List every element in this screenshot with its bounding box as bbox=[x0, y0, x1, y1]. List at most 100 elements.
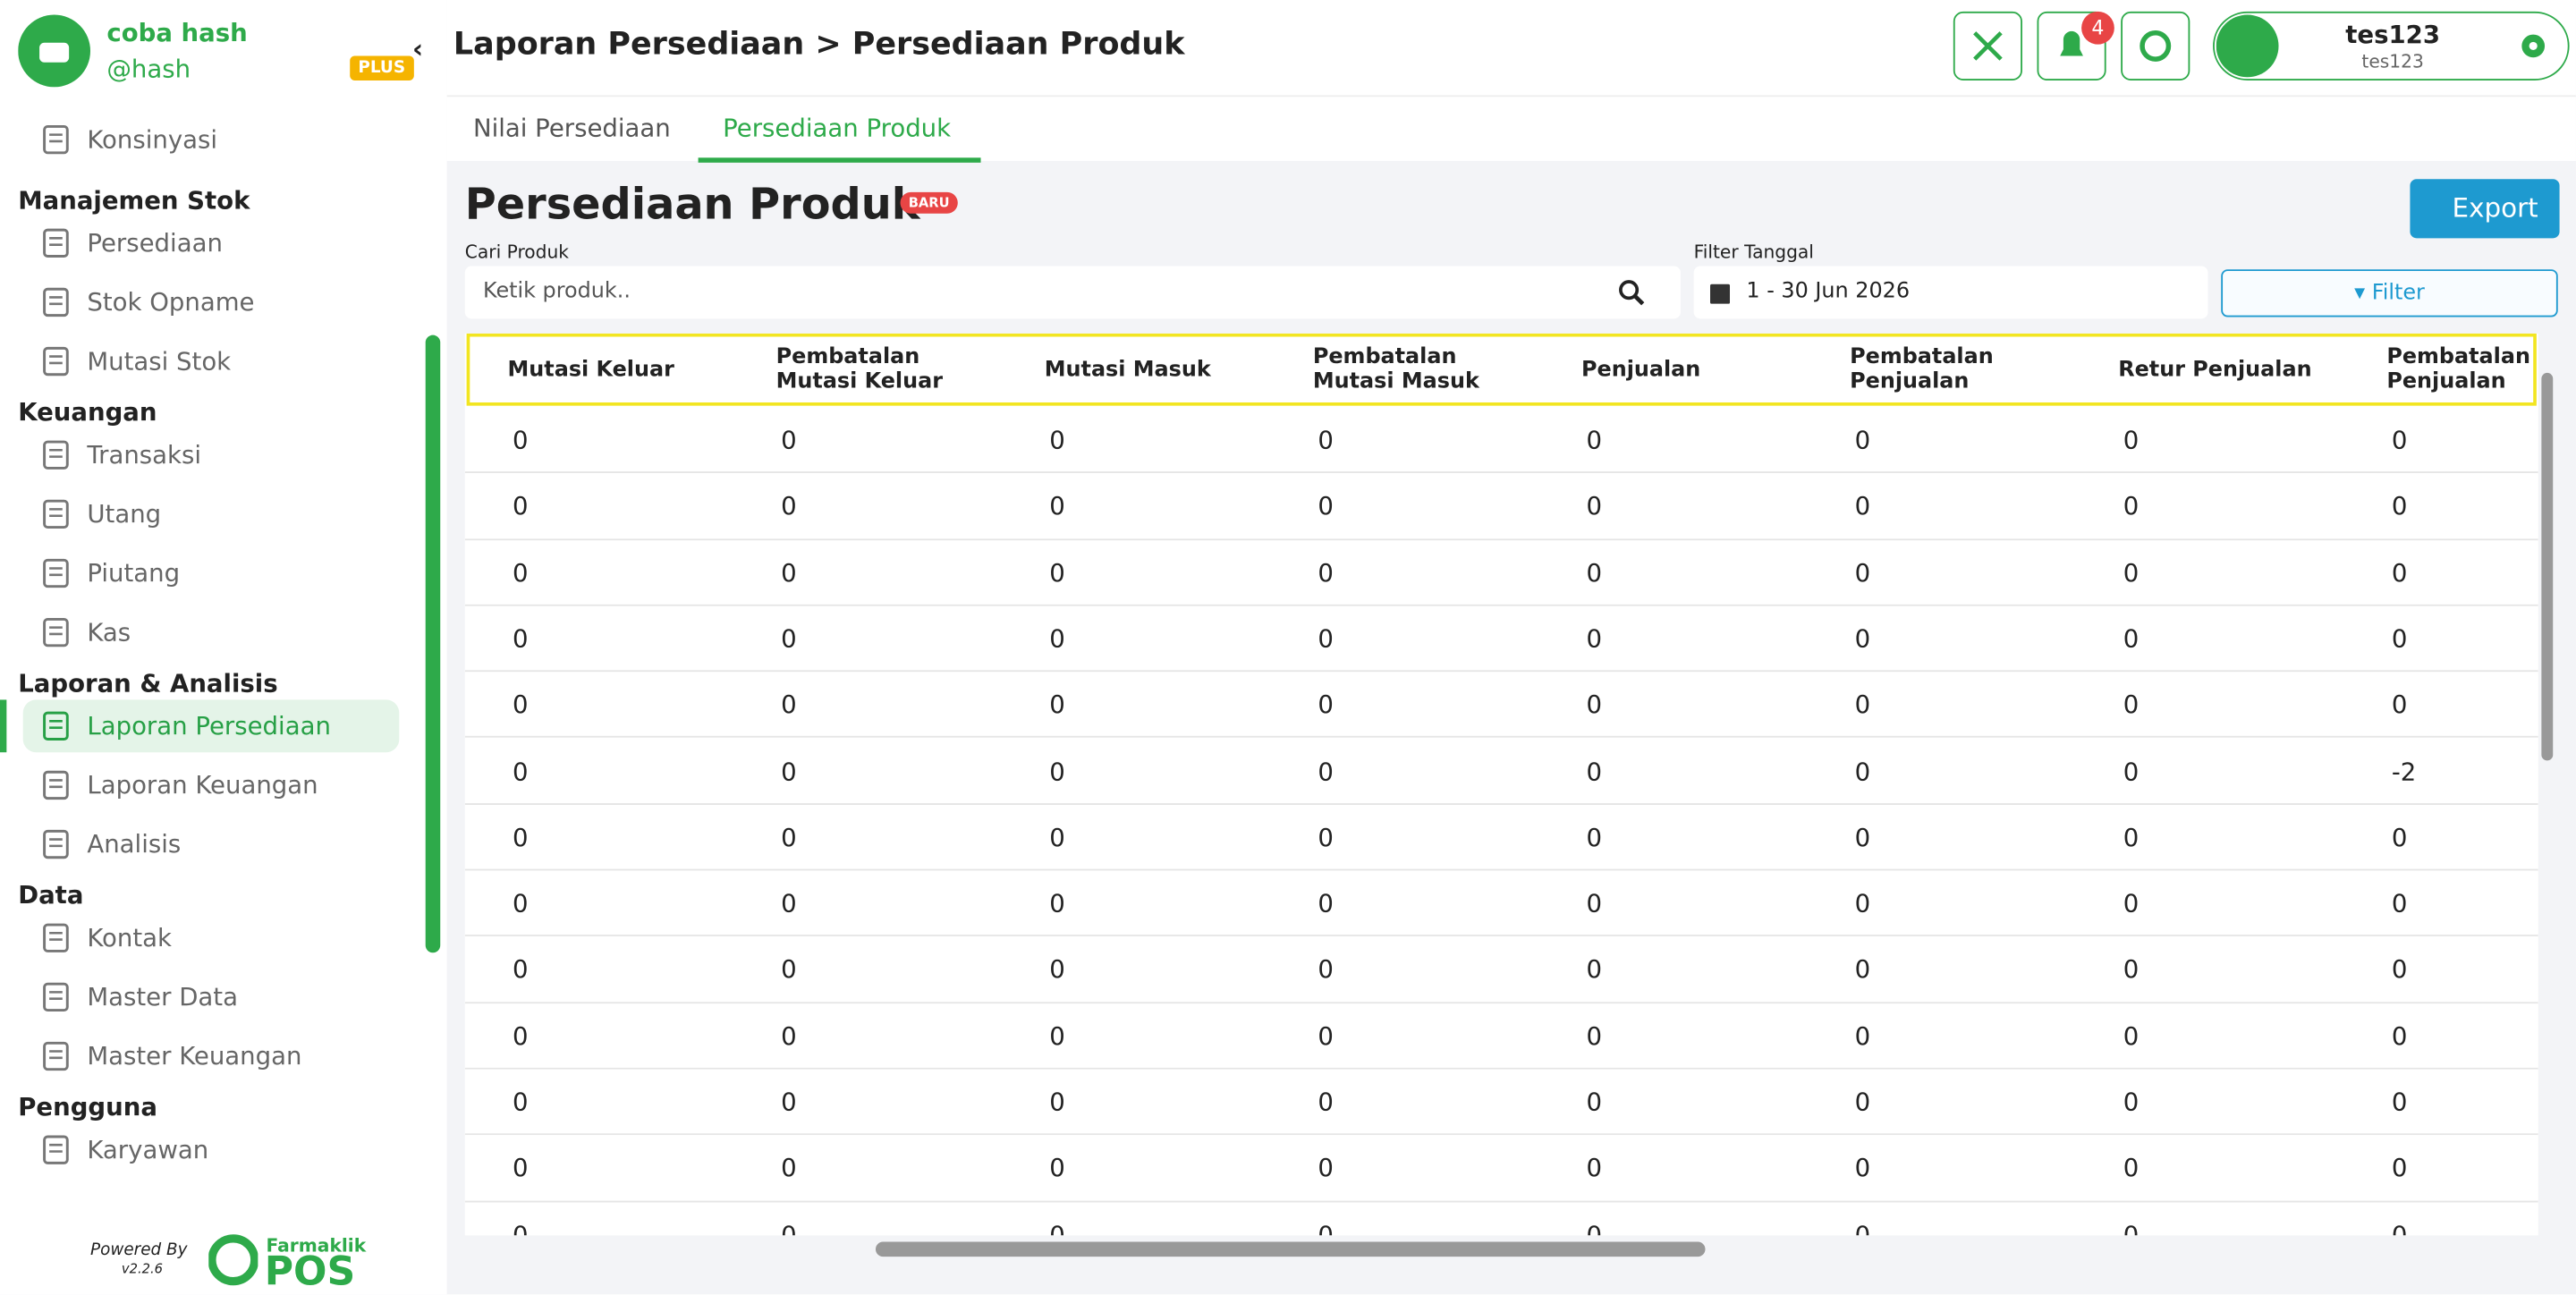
powered-by: Powered By bbox=[90, 1241, 188, 1260]
table-cell: 0 bbox=[1049, 623, 1065, 654]
menu-label: Transaksi bbox=[87, 440, 201, 470]
notification-count: 4 bbox=[2081, 11, 2114, 45]
table-cell: 0 bbox=[1318, 425, 1334, 455]
column-header[interactable]: Mutasi Masuk bbox=[1045, 334, 1264, 406]
menu-item[interactable]: Mutasi Stok bbox=[23, 335, 400, 388]
table-row: 0 0 0 0 0 0 0 0 bbox=[464, 1135, 2538, 1202]
column-header[interactable]: Pembatalan Mutasi Keluar bbox=[776, 334, 996, 406]
fullscreen-button[interactable] bbox=[1953, 11, 2022, 80]
table-cell: 0 bbox=[1049, 690, 1065, 720]
menu-icon bbox=[43, 617, 69, 648]
menu-item[interactable]: Karyawan bbox=[23, 1123, 400, 1176]
scroll-thumb bbox=[2541, 372, 2554, 761]
export-button[interactable]: Export bbox=[2410, 179, 2560, 239]
table-row: 0 0 0 0 0 0 0 0 bbox=[464, 1201, 2538, 1236]
menu-item[interactable]: Utang bbox=[23, 487, 400, 540]
menu-item[interactable]: Piutang bbox=[23, 547, 400, 600]
table-cell: 0 bbox=[1586, 756, 1603, 786]
column-label: Penjualan bbox=[1580, 357, 1701, 383]
menu-item[interactable]: Kas bbox=[23, 606, 400, 659]
menu-label: Kontak bbox=[87, 923, 173, 953]
brand-logo bbox=[18, 14, 91, 88]
tab[interactable]: Nilai Persediaan bbox=[472, 113, 671, 143]
logo-bottom: POS bbox=[264, 1248, 356, 1295]
menu-section: Manajemen Stok bbox=[18, 185, 250, 216]
tabs: Nilai Persediaan Persediaan Produk bbox=[446, 97, 2576, 163]
table-cell: 0 bbox=[2391, 690, 2408, 720]
table-cell: 0 bbox=[1049, 888, 1065, 918]
table-cell: 0 bbox=[2123, 888, 2140, 918]
menu-label: Persediaan bbox=[87, 228, 223, 258]
table-cell: 0 bbox=[1854, 888, 1871, 918]
menu-item[interactable]: Stok Opname bbox=[23, 276, 400, 329]
menu-item[interactable]: Transaksi bbox=[23, 428, 400, 481]
tab-active[interactable]: Persediaan Produk bbox=[698, 97, 981, 163]
table-cell: 0 bbox=[513, 690, 529, 720]
table-cell: 0 bbox=[1318, 888, 1334, 918]
table-cell: 0 bbox=[513, 1020, 529, 1051]
table-cell: 0 bbox=[1318, 1153, 1334, 1183]
table-cell: 0 bbox=[2123, 756, 2140, 786]
search-label: Cari Produk bbox=[464, 241, 570, 263]
table-row: 0 0 0 0 0 0 0 0 bbox=[464, 605, 2538, 673]
table-cell: 0 bbox=[2123, 425, 2140, 455]
table-cell: 0 bbox=[781, 756, 797, 786]
search-input[interactable]: Ketik produk.. bbox=[464, 266, 1681, 319]
table-cell: 0 bbox=[1586, 1219, 1603, 1236]
table-cell: 0 bbox=[1049, 756, 1065, 786]
user-name: tes123 bbox=[2345, 20, 2441, 50]
column-label: Pembatalan Mutasi Keluar bbox=[775, 344, 944, 394]
table-row: 0 0 0 0 0 0 0 0 bbox=[464, 936, 2538, 1003]
brand-handle: @hash bbox=[106, 54, 191, 84]
column-header[interactable]: Penjualan bbox=[1581, 334, 1801, 406]
table-cell: 0 bbox=[2391, 888, 2408, 918]
date-label: Filter Tanggal bbox=[1693, 241, 1814, 263]
menu-item[interactable]: Kontak bbox=[23, 911, 400, 964]
menu-item[interactable]: Laporan Persediaan bbox=[22, 699, 400, 753]
column-header[interactable]: Pembatalan Retur Penjualan bbox=[2386, 334, 2538, 406]
table-cell: 0 bbox=[2123, 690, 2140, 720]
column-header[interactable]: Pembatalan Mutasi Masuk bbox=[1313, 334, 1532, 406]
date-input[interactable]: 1 - 30 Jun 2026 bbox=[1693, 266, 2208, 319]
table-cell: 0 bbox=[1854, 756, 1871, 786]
menu-item[interactable]: Persediaan bbox=[23, 216, 400, 269]
menu-item[interactable]: Master Keuangan bbox=[23, 1030, 400, 1083]
search-placeholder: Ketik produk.. bbox=[482, 279, 631, 304]
menu-section: Data bbox=[18, 880, 84, 910]
menu-item[interactable]: Master Data bbox=[23, 970, 400, 1023]
table-cell: 0 bbox=[1318, 1020, 1334, 1051]
plan-badge: PLUS bbox=[350, 55, 414, 80]
table-cell: 0 bbox=[781, 1087, 797, 1117]
table-cell: 0 bbox=[1854, 1020, 1871, 1051]
table-cell: 0 bbox=[1854, 690, 1871, 720]
table-cell: 0 bbox=[513, 1219, 529, 1236]
table-cell: 0 bbox=[1854, 623, 1871, 654]
column-header[interactable]: Retur Penjualan bbox=[2118, 334, 2337, 406]
column-header[interactable]: Pembatalan Penjualan bbox=[1850, 334, 2069, 406]
table-cell: 0 bbox=[1854, 1219, 1871, 1236]
table-cell: 0 bbox=[1586, 1020, 1603, 1051]
filter-button[interactable]: ▾ Filter bbox=[2221, 269, 2558, 317]
table-cell: 0 bbox=[781, 690, 797, 720]
table-cell: 0 bbox=[1854, 425, 1871, 455]
table-row: 0 0 0 0 0 0 0 0 bbox=[464, 1069, 2538, 1136]
collapse-button[interactable]: ‹ bbox=[412, 32, 424, 64]
menu-item[interactable]: Laporan Keuangan bbox=[23, 759, 400, 812]
menu-label: Utang bbox=[87, 499, 162, 529]
table-cell: 0 bbox=[781, 1219, 797, 1236]
table-cell: 0 bbox=[1586, 954, 1603, 985]
table-row: 0 0 0 0 0 0 0 -2 bbox=[464, 738, 2538, 805]
column-header[interactable]: Mutasi Keluar bbox=[508, 334, 727, 406]
support-button[interactable] bbox=[2121, 11, 2190, 80]
table-cell: 0 bbox=[781, 888, 797, 918]
logo-top: Farmaklik bbox=[266, 1235, 367, 1257]
table-cell: 0 bbox=[1318, 954, 1334, 985]
menu-item[interactable]: Konsinyasi bbox=[23, 114, 400, 166]
menu-label: Analisis bbox=[87, 829, 182, 859]
table-cell: 0 bbox=[513, 1087, 529, 1117]
menu-scrollbar bbox=[424, 112, 447, 1225]
user-menu[interactable]: tes123 tes123 bbox=[2213, 11, 2570, 80]
menu-item[interactable]: Analisis bbox=[23, 818, 400, 871]
menu-label: Mutasi Stok bbox=[87, 346, 232, 377]
